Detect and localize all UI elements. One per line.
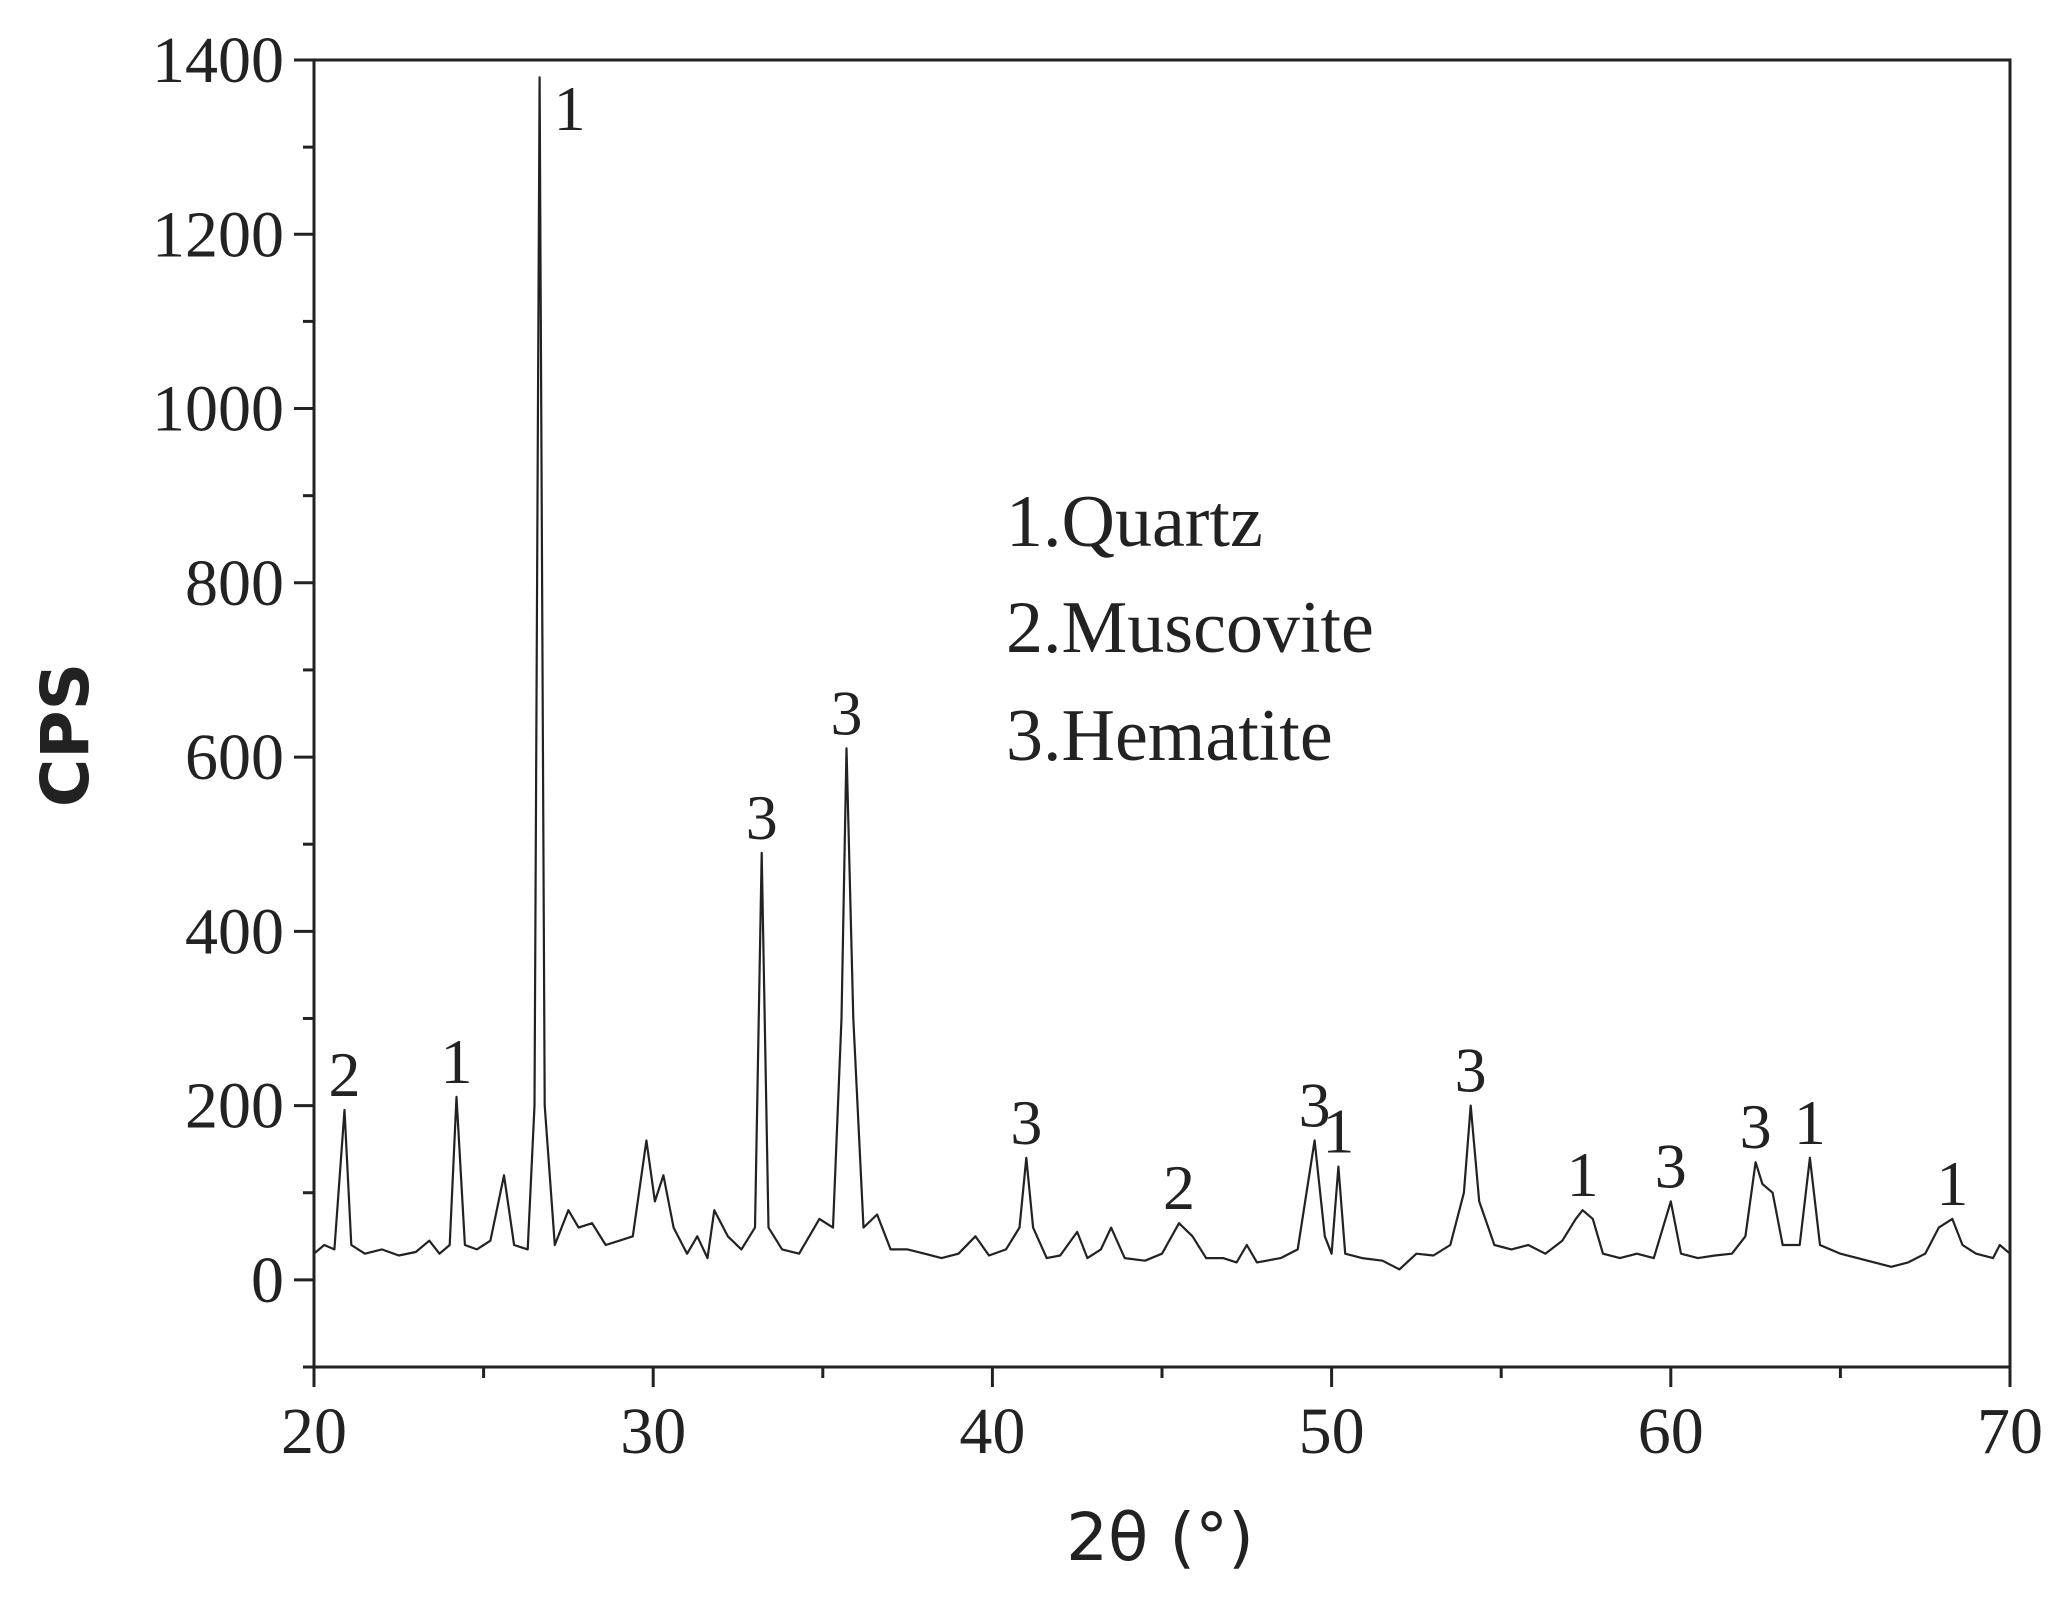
peak-label: 1 xyxy=(440,1026,472,1097)
x-tick-label: 30 xyxy=(620,1395,686,1468)
plot-frame xyxy=(312,58,2012,1369)
legend-entry: 3.Hematite xyxy=(1006,695,1333,777)
peak-label: 2 xyxy=(1163,1152,1195,1223)
peak-label: 3 xyxy=(1655,1130,1687,1201)
peak-label: 3 xyxy=(831,677,863,748)
peak-label: 1 xyxy=(554,73,586,144)
peak-label: 3 xyxy=(1740,1091,1772,1162)
x-tick-label: 20 xyxy=(281,1395,347,1468)
y-tick-label: 800 xyxy=(185,547,284,620)
peak-label: 2 xyxy=(329,1039,361,1110)
y-tick-label: 1000 xyxy=(152,373,284,446)
y-tick-label: 400 xyxy=(185,895,284,968)
y-tick-label: 200 xyxy=(185,1070,284,1143)
y-tick-label: 1200 xyxy=(152,198,284,271)
x-axis-title: 2θ (°) xyxy=(1066,1499,1254,1576)
peak-label: 3 xyxy=(1455,1035,1487,1106)
data-line xyxy=(313,76,2011,1271)
y-tick-label: 1400 xyxy=(152,24,284,97)
peak-label: 1 xyxy=(1936,1148,1968,1219)
x-tick-label: 50 xyxy=(1299,1395,1365,1468)
y-tick-label: 600 xyxy=(185,721,284,794)
legend-entry: 2.Muscovite xyxy=(1006,587,1374,669)
peak-label: 1 xyxy=(1794,1087,1826,1158)
x-tick-label: 70 xyxy=(1977,1395,2043,1468)
peak-label: 3 xyxy=(746,782,778,853)
x-tick-label: 40 xyxy=(959,1395,1025,1468)
x-tick-label: 60 xyxy=(1638,1395,1704,1468)
peak-label: 3 xyxy=(1299,1069,1331,1140)
legend-entry: 1.Quartz xyxy=(1006,481,1263,563)
peak-label: 1 xyxy=(1322,1096,1354,1167)
peak-label: 1 xyxy=(1567,1139,1599,1210)
peak-label: 3 xyxy=(1010,1087,1042,1158)
y-tick-label: 0 xyxy=(251,1244,284,1317)
y-axis-title: CPS xyxy=(27,663,104,807)
